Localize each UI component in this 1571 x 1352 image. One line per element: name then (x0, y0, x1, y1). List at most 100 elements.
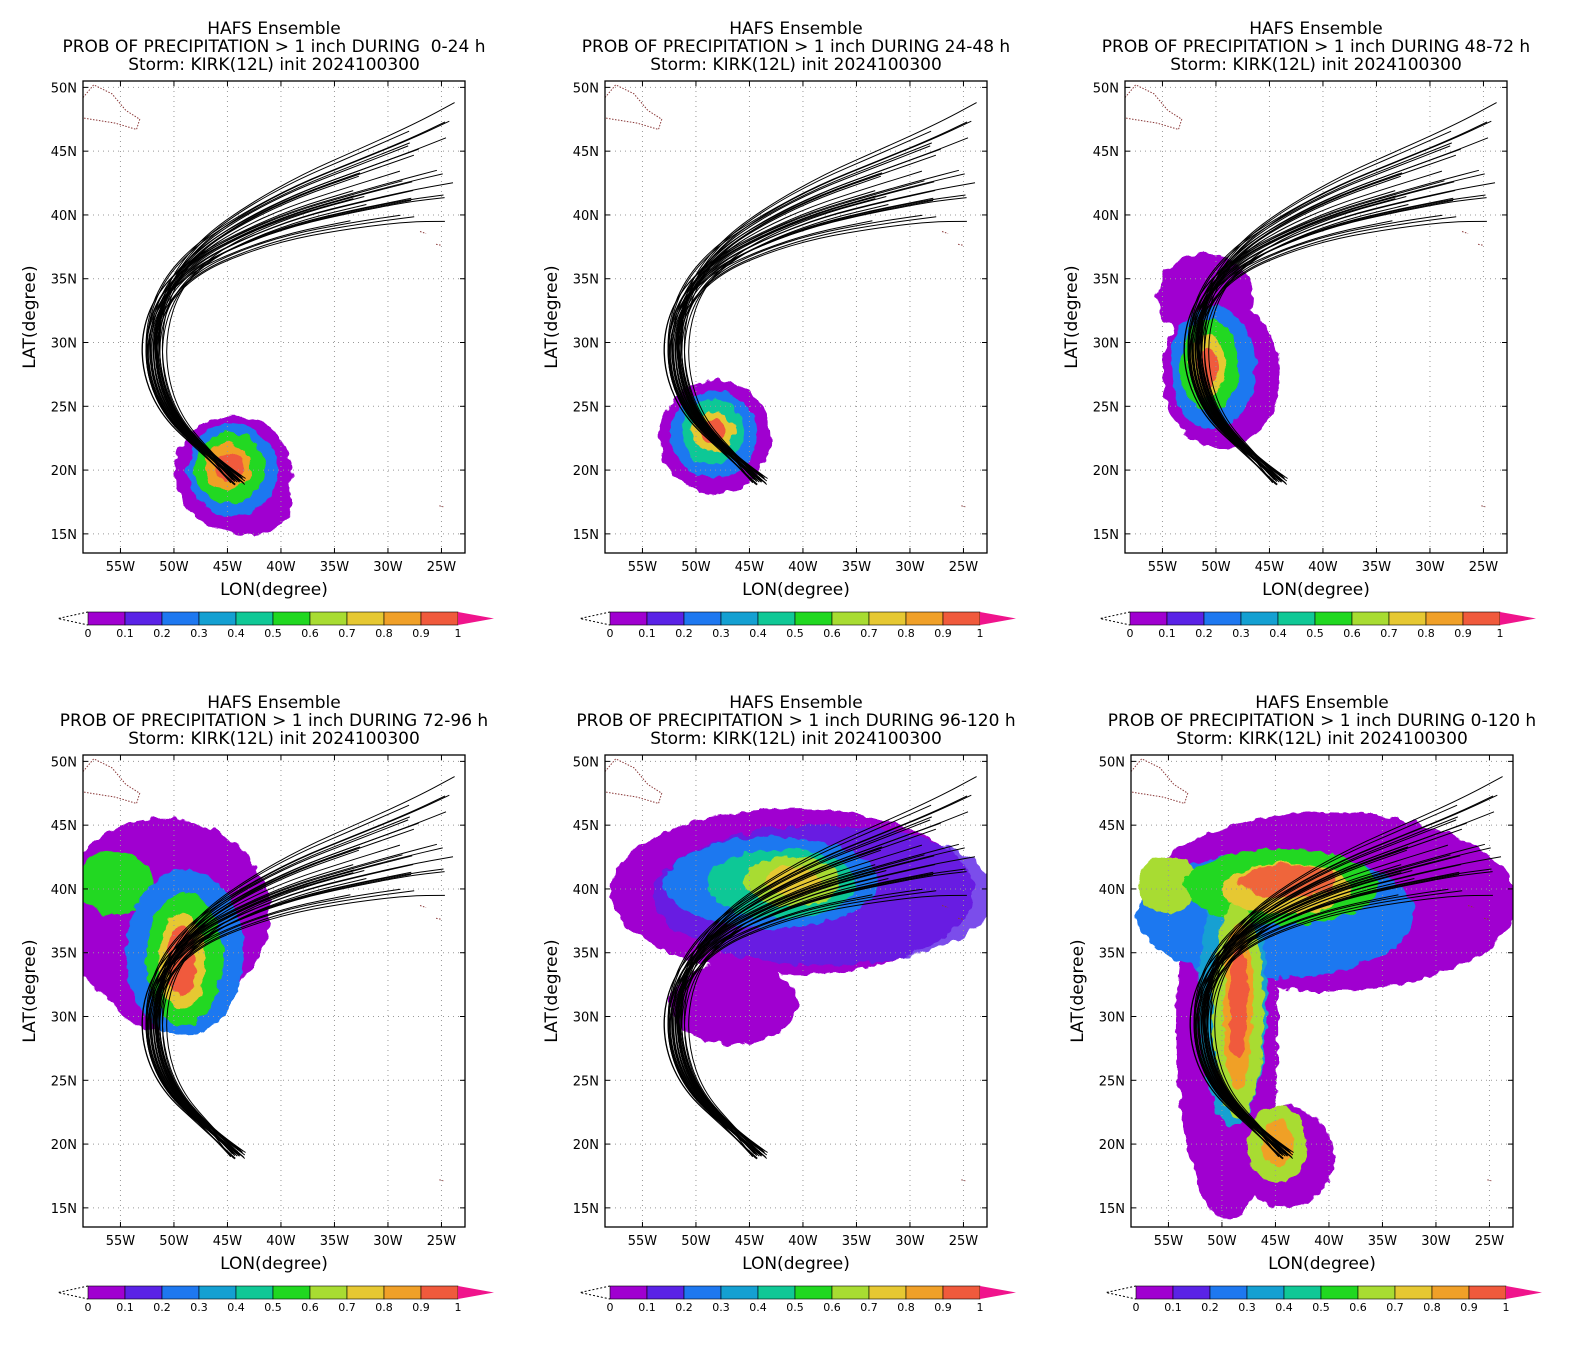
colorbar-tick-label: 1 (455, 1301, 462, 1314)
x-tick-label: 35W (842, 560, 872, 575)
colorbar-segment (1314, 611, 1353, 626)
colorbar-segment (1468, 1285, 1507, 1300)
colorbar-tick-label: 0.8 (897, 627, 915, 640)
storm-track (679, 214, 923, 479)
x-tick-label: 55W (1148, 560, 1178, 575)
colorbar-segment (1351, 611, 1390, 626)
panel-title-product: PROB OF PRECIPITATION > 1 inch DURING 0-… (62, 37, 485, 57)
colorbar-segment (646, 1285, 685, 1300)
storm-track (1195, 216, 1457, 481)
y-tick-label: 15N (573, 528, 599, 543)
colorbar-tick-label: 0.5 (1312, 1301, 1330, 1314)
colorbar-tick-label: 0.9 (412, 1301, 430, 1314)
colorbar-segment (161, 611, 200, 626)
x-tick-label: 35W (842, 1234, 872, 1249)
panel-title-storm: Storm: KIRK(12L) init 2024100300 (650, 55, 942, 75)
y-tick-label: 50N (51, 755, 77, 770)
storm-track (688, 870, 887, 1156)
x-tick-label: 50W (1201, 560, 1231, 575)
y-tick-label: 35N (51, 947, 77, 962)
y-tick-label: 30N (51, 1011, 77, 1026)
colorbar-tick-label: 0.5 (786, 627, 804, 640)
storm-track (152, 847, 443, 1157)
panel-title-storm: Storm: KIRK(12L) init 2024100300 (128, 55, 420, 75)
gridlines (605, 755, 987, 1227)
x-tick-label: 50W (681, 1234, 711, 1249)
colorbar-under-arrow (1105, 1285, 1137, 1300)
colorbar-tick-label: 0.3 (712, 1301, 730, 1314)
coastline (1131, 758, 1492, 1182)
storm-track (675, 216, 937, 481)
colorbar-tick-label: 1 (455, 627, 462, 640)
storm-track (155, 194, 444, 481)
colorbar-tick-label: 0.8 (1423, 1301, 1441, 1314)
colorbar-tick-label: 0.3 (1238, 1301, 1256, 1314)
colorbar-segment (1246, 1285, 1285, 1300)
y-tick-label: 50N (51, 81, 77, 96)
storm-track (683, 878, 889, 1150)
y-tick-label: 30N (51, 337, 77, 352)
storm-track (159, 172, 361, 478)
map-frame (604, 754, 988, 1228)
storm-track (1201, 172, 1403, 478)
colorbar-tick-label: 0.1 (638, 627, 656, 640)
y-tick-label: 50N (1099, 755, 1125, 770)
x-tick-label: 30W (373, 560, 403, 575)
storm-track (667, 181, 935, 486)
colorbar-tick-label: 0.1 (638, 1301, 656, 1314)
y-tick-label: 45N (1099, 819, 1125, 834)
colorbar-segment (87, 1285, 126, 1300)
colorbar-segment (198, 611, 237, 626)
colorbar-segment (1462, 611, 1501, 626)
y-tick-label: 45N (51, 819, 77, 834)
y-tick-label: 35N (1099, 947, 1125, 962)
y-tick-label: 20N (573, 464, 599, 479)
colorbar-segment (1357, 1285, 1396, 1300)
y-tick-label: 25N (1093, 400, 1119, 415)
storm-track (675, 890, 937, 1155)
colorbar-segment (1425, 611, 1464, 626)
colorbar-over-arrow (980, 1286, 1016, 1299)
colorbar-segment (831, 1285, 870, 1300)
colorbar-segment (383, 611, 422, 626)
x-tick-label: 30W (1415, 560, 1445, 575)
x-tick-label: 35W (320, 560, 350, 575)
panel-title-model: HAFS Ensemble (729, 19, 862, 39)
x-axis-label: LON(degree) (1268, 1254, 1376, 1274)
colorbar-tick-label: 0.9 (1454, 627, 1472, 640)
x-tick-label: 25W (1469, 560, 1499, 575)
storm-track (161, 878, 367, 1150)
y-tick-label: 30N (1099, 1011, 1125, 1026)
x-axis-label: LON(degree) (1262, 580, 1370, 600)
y-tick-label: 40N (51, 209, 77, 224)
colorbar-tick-label: 0 (1133, 1301, 1140, 1314)
map-area (83, 755, 465, 1227)
colorbar-tick-label: 0 (85, 1301, 92, 1314)
storm-track (166, 196, 365, 482)
colorbar-under-arrow (579, 1285, 611, 1300)
y-tick-label: 20N (51, 464, 77, 479)
storm-track (679, 888, 923, 1153)
axis-ticks: 55W 50W 45W 40W 35W 30W 25W 50N 45N 40N 35N 30N 25N 2… (51, 81, 465, 575)
colorbar: 0 0.1 0.2 0.3 0.4 0.5 0.6 0.7 0.8 0.9 1 (1105, 1285, 1542, 1314)
panel-title-model: HAFS Ensemble (1255, 693, 1388, 713)
colorbar: 0 0.1 0.2 0.3 0.4 0.5 0.6 0.7 0.8 0.9 1 (579, 611, 1016, 640)
y-tick-label: 50N (573, 81, 599, 96)
colorbar-segment (346, 611, 385, 626)
x-tick-label: 45W (1255, 560, 1285, 575)
y-tick-label: 20N (51, 1138, 77, 1153)
y-axis-label: LAT(degree) (1062, 265, 1082, 368)
colorbar-segment (868, 1285, 907, 1300)
x-tick-label: 55W (106, 1234, 136, 1249)
storm-track (154, 828, 415, 1151)
x-tick-label: 25W (1475, 1234, 1505, 1249)
colorbar-tick-label: 0.1 (116, 627, 134, 640)
storm-track (153, 216, 415, 481)
y-tick-label: 15N (51, 1202, 77, 1217)
x-tick-label: 55W (628, 560, 658, 575)
colorbar-tick-label: 0.6 (823, 627, 841, 640)
storm-track (141, 180, 403, 485)
storm-track (1199, 214, 1443, 479)
colorbar-tick-label: 0.7 (860, 627, 878, 640)
